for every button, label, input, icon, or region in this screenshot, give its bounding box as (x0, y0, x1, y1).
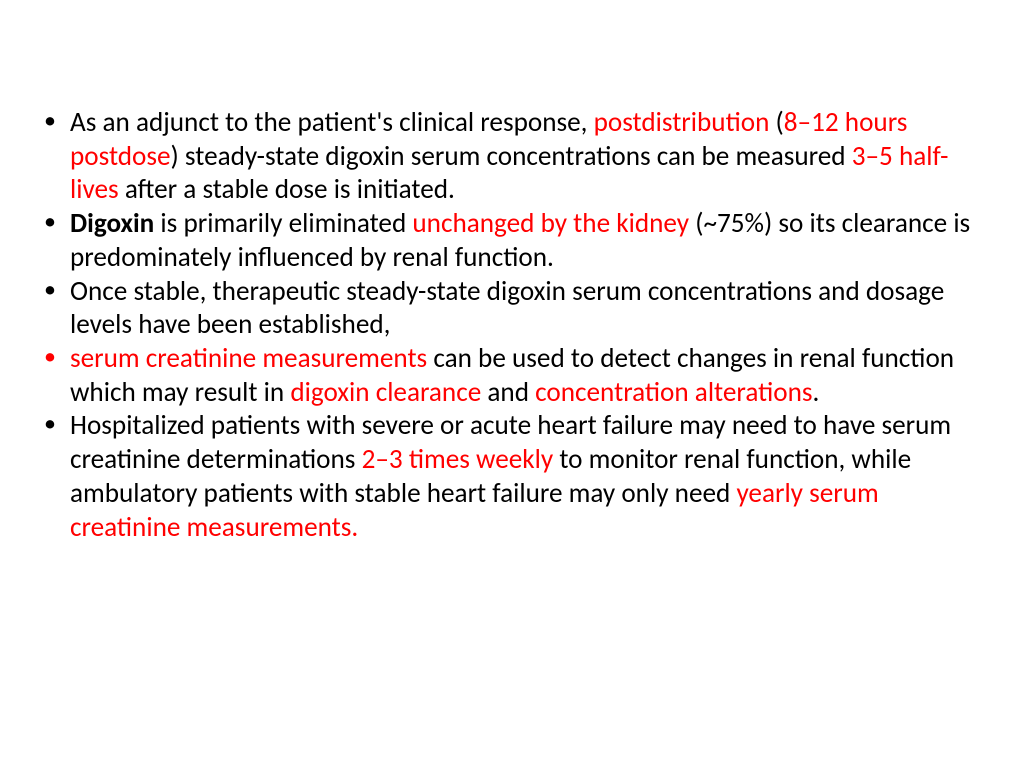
bullet-item: Digoxin is primarily eliminated unchange… (38, 207, 986, 274)
text-span: 2–3 times weekly (362, 443, 560, 476)
text-span: . (813, 376, 820, 409)
text-span: postdistribution (594, 106, 776, 139)
text-span: ) steady-state digoxin serum concentrati… (171, 140, 852, 173)
text-span: is primarily eliminated (160, 207, 412, 240)
bullet-item: As an adjunct to the patient's clinical … (38, 106, 986, 207)
text-span: Once stable, therapeutic steady-state di… (70, 275, 944, 342)
bullet-item: serum creatinine measurements can be use… (38, 342, 986, 409)
slide: As an adjunct to the patient's clinical … (0, 0, 1024, 768)
bullet-list: As an adjunct to the patient's clinical … (38, 106, 986, 544)
bullet-item: Hospitalized patients with severe or acu… (38, 409, 986, 544)
text-span: unchanged by the kidney (412, 207, 695, 240)
text-span: ( (776, 106, 784, 139)
text-span: concentration alterations (535, 376, 812, 409)
text-span: Digoxin (70, 207, 160, 240)
bullet-item: Once stable, therapeutic steady-state di… (38, 275, 986, 342)
text-span: after a stable dose is initiated. (125, 173, 455, 206)
text-span: digoxin clearance (290, 376, 487, 409)
text-span: serum creatinine measurements (70, 342, 433, 375)
text-span: and (487, 376, 535, 409)
text-span: As an adjunct to the patient's clinical … (70, 106, 594, 139)
